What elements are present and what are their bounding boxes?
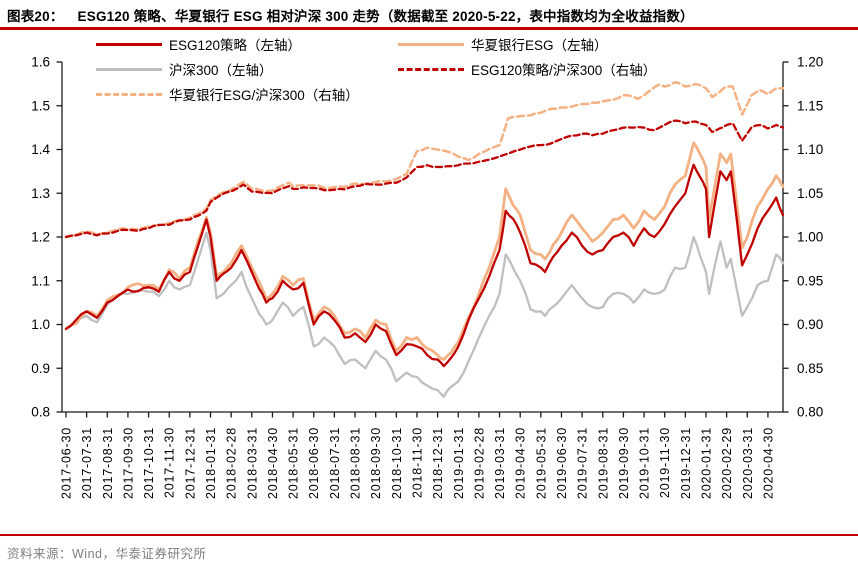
svg-text:2017-08-31: 2017-08-31 [101, 427, 115, 499]
svg-text:1.05: 1.05 [797, 186, 823, 201]
svg-text:2017-11-30: 2017-11-30 [163, 427, 177, 498]
svg-text:2020-04-30: 2020-04-30 [761, 427, 775, 499]
legend-item-huaxia-ratio: 华夏银行ESG/沪深300（右轴） [96, 86, 359, 103]
footer-divider [0, 534, 858, 536]
svg-text:1.4: 1.4 [31, 142, 50, 157]
svg-text:2018-03-31: 2018-03-31 [245, 427, 259, 499]
svg-text:2018-05-31: 2018-05-31 [287, 427, 301, 499]
svg-text:1.1: 1.1 [31, 273, 50, 288]
svg-text:2020-02-29: 2020-02-29 [720, 427, 734, 499]
esg120-ratio-dashed-swatch [398, 67, 464, 71]
svg-text:0.85: 0.85 [797, 361, 823, 376]
svg-text:2019-05-31: 2019-05-31 [534, 427, 548, 499]
svg-text:2018-04-30: 2018-04-30 [266, 427, 280, 499]
legend-item-csi300: 沪深300（左轴） [96, 61, 273, 78]
svg-text:2019-09-30: 2019-09-30 [617, 427, 631, 499]
figure-title: 图表20： ESG120 策略、华夏银行 ESG 相对沪深 300 走势（数据截至… [7, 5, 694, 25]
legend-item-huaxia-esg: 华夏银行ESG（左轴） [398, 36, 608, 53]
source-note: 资料来源：Wind，华泰证券研究所 [7, 547, 207, 561]
svg-text:0.8: 0.8 [31, 405, 50, 420]
svg-text:1.5: 1.5 [31, 98, 50, 113]
svg-text:1.2: 1.2 [31, 230, 50, 245]
esg120-line-swatch [96, 42, 162, 46]
svg-text:2019-12-31: 2019-12-31 [679, 427, 693, 499]
svg-text:2018-12-31: 2018-12-31 [431, 427, 445, 499]
csi300-line-swatch [96, 67, 162, 71]
svg-text:2018-02-28: 2018-02-28 [225, 427, 239, 499]
huaxia-esg-line-swatch [398, 42, 464, 46]
svg-text:1.15: 1.15 [797, 98, 823, 113]
svg-text:1.20: 1.20 [797, 55, 823, 70]
legend-label: 华夏银行ESG（左轴） [471, 38, 608, 53]
svg-text:1.6: 1.6 [31, 55, 50, 70]
svg-text:2019-02-28: 2019-02-28 [472, 427, 486, 499]
svg-text:2019-04-30: 2019-04-30 [514, 427, 528, 499]
svg-text:2018-10-31: 2018-10-31 [390, 427, 404, 499]
svg-text:2019-06-30: 2019-06-30 [555, 427, 569, 499]
svg-text:2017-06-30: 2017-06-30 [60, 427, 74, 499]
legend-label: 华夏银行ESG/沪深300（右轴） [169, 88, 359, 103]
svg-text:2018-09-30: 2018-09-30 [369, 427, 383, 499]
svg-text:2018-07-31: 2018-07-31 [328, 427, 342, 499]
svg-text:2020-01-31: 2020-01-31 [699, 427, 713, 499]
svg-text:0.80: 0.80 [797, 405, 823, 420]
figure-number: 图表20： [7, 9, 64, 24]
svg-text:2018-06-30: 2018-06-30 [307, 427, 321, 499]
svg-text:2019-03-31: 2019-03-31 [493, 427, 507, 499]
svg-text:2017-09-30: 2017-09-30 [121, 427, 135, 499]
legend-item-esg120-ratio: ESG120策略/沪深300（右轴） [398, 61, 657, 78]
legend-label: 沪深300（左轴） [169, 63, 273, 78]
legend-label: ESG120策略/沪深300（右轴） [471, 63, 657, 78]
svg-text:2019-01-31: 2019-01-31 [452, 427, 466, 499]
figure-title-text: ESG120 策略、华夏银行 ESG 相对沪深 300 走势（数据截至 2020… [77, 9, 694, 24]
svg-text:2018-11-30: 2018-11-30 [410, 427, 424, 498]
svg-text:2019-07-31: 2019-07-31 [576, 427, 590, 499]
svg-text:2019-11-30: 2019-11-30 [658, 427, 672, 498]
svg-text:2017-12-31: 2017-12-31 [183, 427, 197, 499]
svg-text:0.90: 0.90 [797, 317, 823, 332]
svg-text:1.10: 1.10 [797, 142, 823, 157]
legend-label: ESG120策略（左轴） [169, 38, 302, 53]
svg-text:1.00: 1.00 [797, 230, 823, 245]
svg-text:2018-08-31: 2018-08-31 [349, 427, 363, 499]
svg-text:1.3: 1.3 [31, 186, 50, 201]
svg-text:2020-03-31: 2020-03-31 [741, 427, 755, 499]
svg-text:2019-10-31: 2019-10-31 [638, 427, 652, 499]
svg-text:2018-01-31: 2018-01-31 [204, 427, 218, 499]
huaxia-ratio-dashed-swatch [96, 92, 162, 96]
svg-text:1.0: 1.0 [31, 317, 50, 332]
svg-text:0.95: 0.95 [797, 273, 823, 288]
legend-item-esg120: ESG120策略（左轴） [96, 36, 302, 53]
title-divider [0, 27, 858, 30]
svg-text:2017-10-31: 2017-10-31 [142, 427, 156, 499]
svg-text:0.9: 0.9 [31, 361, 50, 376]
svg-text:2017-07-31: 2017-07-31 [80, 427, 94, 499]
svg-text:2019-08-31: 2019-08-31 [596, 427, 610, 499]
